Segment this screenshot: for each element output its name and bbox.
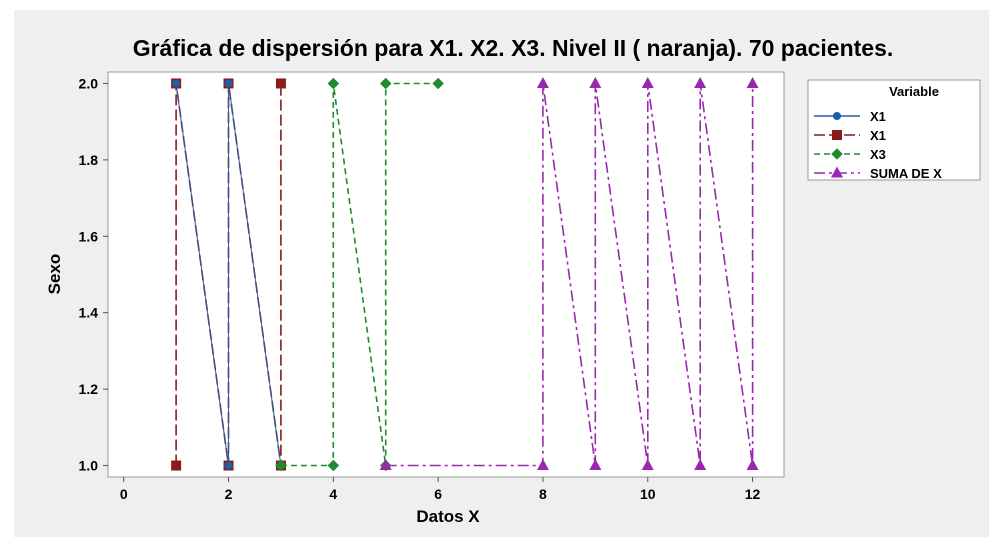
- x-tick-label: 2: [225, 486, 233, 502]
- y-tick-label: 1.2: [79, 381, 99, 397]
- x-tick-label: 4: [329, 486, 337, 502]
- series-line: [385, 83, 754, 467]
- data-point: [536, 76, 549, 88]
- data-point: [641, 76, 654, 88]
- y-tick-label: 1.0: [79, 458, 99, 474]
- series-line: [280, 82, 439, 467]
- x-tick-label: 12: [745, 486, 761, 502]
- legend-items: X1 X1 X3 SUMA DE X: [814, 109, 942, 181]
- data-point: [641, 459, 654, 471]
- data-point: [275, 459, 287, 472]
- data-point: [746, 459, 759, 471]
- chart-title: Gráfica de dispersión para X1. X2. X3. N…: [133, 35, 894, 61]
- x-tick-label: 0: [120, 486, 128, 502]
- data-point: [327, 459, 340, 472]
- x-axis-label: Datos X: [416, 507, 480, 526]
- legend-marker: [831, 166, 843, 178]
- x-tick-label: 10: [640, 486, 656, 502]
- data-point: [171, 460, 182, 471]
- legend-label: X1: [870, 109, 886, 124]
- y-axis-label: Sexo: [45, 254, 64, 295]
- legend-marker: [833, 112, 841, 120]
- x-tick-label: 8: [539, 486, 547, 502]
- data-point: [589, 459, 602, 471]
- series-line: [175, 83, 282, 466]
- data-point: [327, 77, 340, 90]
- data-point: [694, 459, 707, 471]
- series-line: [175, 83, 282, 466]
- data-point: [224, 79, 233, 88]
- data-point: [224, 461, 233, 470]
- series-layer: [171, 76, 759, 472]
- y-tick-label: 1.4: [79, 305, 99, 321]
- scatter-chart: Gráfica de dispersión para X1. X2. X3. N…: [45, 35, 981, 526]
- series-3-points: [379, 76, 759, 471]
- legend-label: X3: [870, 147, 886, 162]
- data-point: [432, 77, 444, 90]
- y-tick-label: 1.6: [79, 228, 99, 244]
- series-3: [385, 83, 754, 467]
- legend: Variable X1 X1 X3 SUMA DE X: [807, 79, 981, 181]
- legend-marker: [832, 130, 842, 140]
- data-point: [172, 79, 181, 88]
- plot-area: [107, 71, 785, 478]
- series-1: [175, 83, 282, 466]
- data-point: [746, 76, 759, 88]
- chart-frame: Gráfica de dispersión para X1. X2. X3. N…: [14, 10, 989, 537]
- data-point: [275, 78, 286, 89]
- y-tick-label: 1.8: [79, 152, 99, 168]
- x-axis: 0 2 4 6 8 10 12: [120, 477, 761, 502]
- data-point: [379, 459, 392, 471]
- y-axis: 1.0 1.2 1.4 1.6 1.8 2.0: [79, 75, 108, 474]
- data-point: [536, 459, 549, 471]
- series-0: [175, 83, 282, 466]
- data-point: [589, 76, 602, 88]
- legend-title: Variable: [889, 84, 939, 99]
- x-tick-label: 6: [434, 486, 442, 502]
- legend-label: SUMA DE X: [870, 166, 942, 181]
- data-point: [694, 76, 707, 88]
- legend-label: X1: [870, 128, 886, 143]
- series-2-points: [275, 77, 444, 472]
- legend-marker: [831, 148, 843, 160]
- data-point: [379, 77, 392, 90]
- series-2: [280, 82, 439, 467]
- y-tick-label: 2.0: [79, 75, 99, 91]
